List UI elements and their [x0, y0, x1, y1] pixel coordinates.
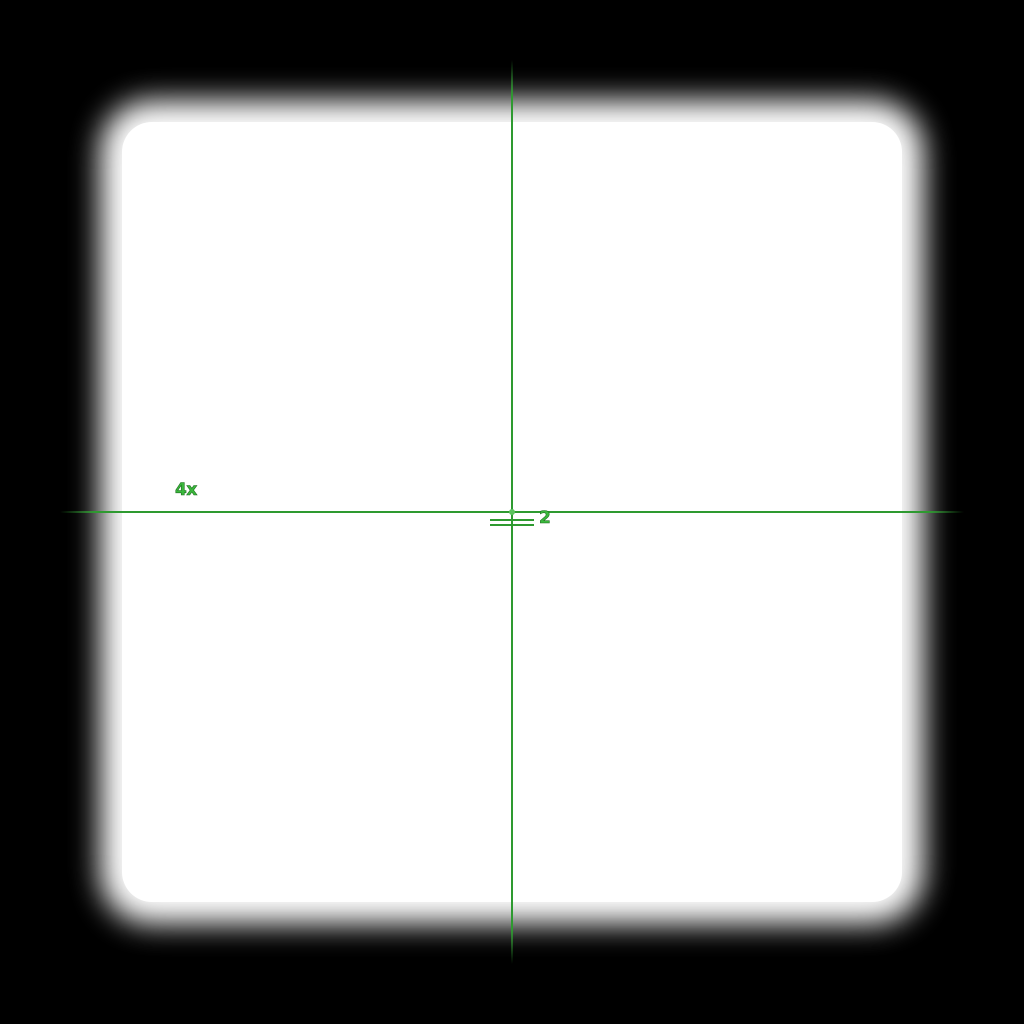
zoom-level-label: 4x [175, 480, 198, 500]
range-marker-label: 2 [539, 508, 551, 528]
reticle-stadia-mark-upper [490, 519, 534, 521]
reticle-center-dot [509, 509, 515, 515]
reticle-stadia-mark-lower [490, 524, 534, 526]
